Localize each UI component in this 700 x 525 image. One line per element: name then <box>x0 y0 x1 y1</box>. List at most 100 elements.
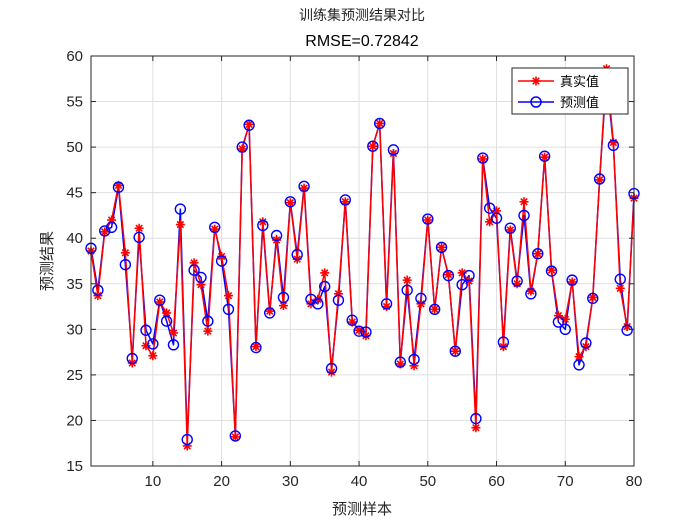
point-predicted <box>92 284 104 296</box>
point-predicted <box>525 288 537 300</box>
point-predicted <box>312 298 324 310</box>
ticks: 10 20 30 40 50 60 70 80 15 20 25 30 35 40 45 50 55 60 <box>66 48 642 490</box>
point-predicted <box>449 345 461 357</box>
y-tick-label: 30 <box>66 321 83 338</box>
point-actual <box>526 286 536 296</box>
point-predicted <box>222 303 235 315</box>
point-predicted <box>105 221 118 233</box>
legend-marker-predicted <box>530 96 542 108</box>
point-actual <box>230 432 240 442</box>
legend-label-actual: 真实值 <box>560 74 599 90</box>
point-actual <box>120 248 130 258</box>
point-predicted <box>587 292 599 305</box>
point-actual <box>134 223 144 233</box>
chart-subtitle: RMSE=0.72842 <box>305 33 419 50</box>
point-actual <box>478 154 488 164</box>
point-predicted <box>387 144 400 156</box>
point-predicted <box>463 269 475 282</box>
point-actual <box>450 346 460 356</box>
point-predicted <box>573 359 585 371</box>
point-predicted <box>250 341 262 354</box>
point-actual <box>608 138 618 148</box>
point-predicted <box>435 241 448 254</box>
point-actual <box>320 268 330 278</box>
point-predicted <box>325 362 338 375</box>
point-predicted <box>209 221 221 233</box>
point-predicted <box>332 294 345 306</box>
point-predicted <box>593 173 606 185</box>
point-predicted <box>552 316 565 328</box>
point-predicted <box>477 152 489 164</box>
point-actual <box>168 328 178 338</box>
point-actual <box>382 302 392 312</box>
point-predicted <box>126 352 138 365</box>
point-predicted <box>408 353 420 366</box>
point-actual <box>148 351 158 361</box>
point-predicted <box>580 337 592 349</box>
point-predicted <box>367 140 379 152</box>
point-actual <box>368 141 378 151</box>
point-predicted <box>277 291 290 304</box>
axes-box <box>90 55 635 467</box>
point-actual <box>471 423 481 433</box>
point-actual <box>437 242 447 252</box>
x-tick-label: 60 <box>488 473 505 490</box>
point-actual <box>430 304 440 314</box>
point-predicted <box>243 119 255 131</box>
point-predicted <box>511 275 523 287</box>
point-actual <box>175 220 185 230</box>
y-tick-label: 60 <box>66 48 83 65</box>
point-predicted <box>154 294 166 306</box>
point-actual <box>443 270 453 280</box>
point-predicted <box>284 196 297 208</box>
plot-area <box>91 56 634 466</box>
legend-marker-actual <box>531 76 541 86</box>
point-predicted <box>339 194 352 206</box>
point-predicted <box>119 258 132 271</box>
point-predicted <box>298 180 310 192</box>
point-predicted <box>202 315 214 327</box>
point-predicted <box>264 307 276 319</box>
point-predicted <box>112 181 125 193</box>
point-predicted <box>518 209 530 222</box>
point-predicted <box>373 117 386 130</box>
point-actual <box>285 198 295 208</box>
x-tick-label: 20 <box>213 473 230 490</box>
point-actual <box>588 292 598 302</box>
point-predicted <box>353 325 365 337</box>
point-predicted <box>188 264 200 276</box>
x-tick-label: 40 <box>351 473 368 490</box>
point-predicted <box>490 212 503 224</box>
point-predicted <box>532 248 544 260</box>
point-predicted <box>566 274 578 286</box>
legend-asterisk <box>531 76 541 86</box>
point-actual <box>402 275 412 285</box>
legend-box <box>511 67 629 115</box>
point-predicted <box>167 339 180 351</box>
point-predicted <box>181 433 193 446</box>
point-predicted <box>415 292 427 305</box>
y-tick-label: 25 <box>66 367 83 384</box>
chart-title: 训练集预测结果对比 <box>299 7 425 24</box>
point-predicted <box>229 430 242 442</box>
point-predicted <box>270 229 283 242</box>
point-predicted <box>428 303 441 315</box>
y-tick-label: 50 <box>66 139 83 156</box>
x-axis-label: 预测样本 <box>332 500 392 518</box>
y-tick-label: 35 <box>66 276 83 293</box>
point-predicted <box>318 280 331 293</box>
point-predicted <box>174 203 187 215</box>
point-actual <box>512 279 522 289</box>
x-tick-label: 50 <box>419 473 436 490</box>
point-predicted <box>456 278 468 291</box>
point-predicted <box>140 324 152 336</box>
point-predicted <box>497 336 510 348</box>
point-predicted <box>607 139 620 151</box>
point-predicted <box>401 284 413 296</box>
point-predicted <box>545 265 558 277</box>
point-predicted <box>470 412 482 425</box>
point-predicted <box>559 323 571 336</box>
point-predicted <box>346 314 358 326</box>
point-actual <box>375 118 385 128</box>
